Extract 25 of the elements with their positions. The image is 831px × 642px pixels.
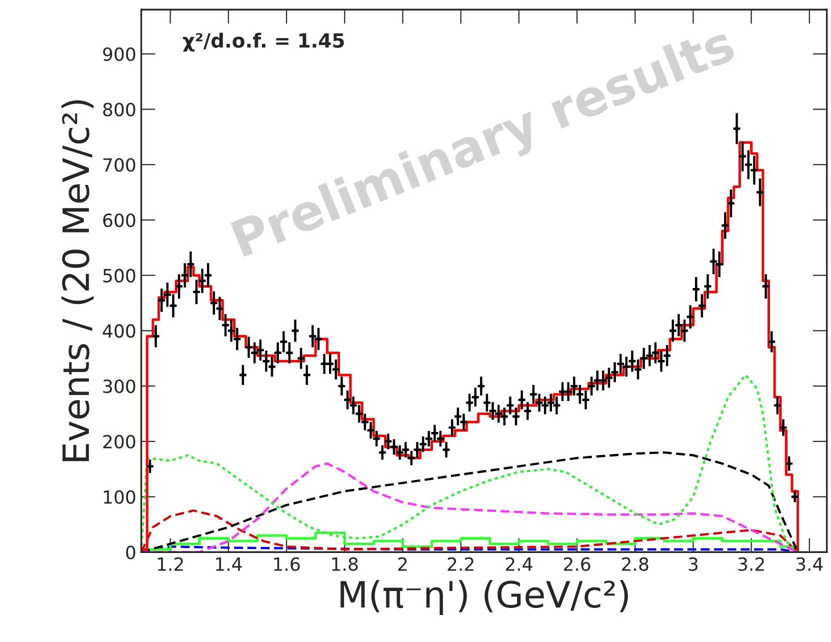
x-tick-label: 2.4	[506, 557, 532, 571]
x-tick-label: 2.2	[448, 557, 474, 571]
y-tick-label: 500	[103, 268, 136, 282]
y-axis-title: Events / (20 MeV/c²)	[61, 100, 94, 462]
x-tick-label: 1.6	[274, 557, 300, 571]
y-tick-label: 800	[103, 102, 136, 116]
y-tick-label: 100	[104, 490, 136, 504]
x-tick-label: 3	[688, 557, 698, 571]
x-tick-label: 1.4	[216, 558, 242, 571]
x-tick-label: 1.8	[332, 557, 358, 571]
y-tick-label: 900	[103, 47, 136, 62]
y-tick-label: 200	[103, 434, 136, 449]
x-tick-label: 3.2	[738, 557, 764, 571]
x-tick-label: 2.8	[622, 557, 648, 571]
annotation: χ²/d.o.f. = 1.45	[182, 32, 344, 52]
y-tick-label: 700	[103, 158, 136, 172]
y-tick-label: 600	[103, 213, 136, 228]
x-axis-title: M(π⁻η') (GeV/c²)	[340, 580, 628, 615]
y-tick-label: 400	[102, 324, 136, 338]
y-tick-label: 300	[103, 380, 136, 394]
x-tick-label: 2	[398, 557, 407, 571]
x-tick-label: 3.4	[796, 557, 823, 571]
x-tick-label: 2.6	[564, 557, 590, 571]
y-tick-label: 0	[126, 546, 136, 560]
x-tick-label: 1.2	[158, 557, 183, 571]
